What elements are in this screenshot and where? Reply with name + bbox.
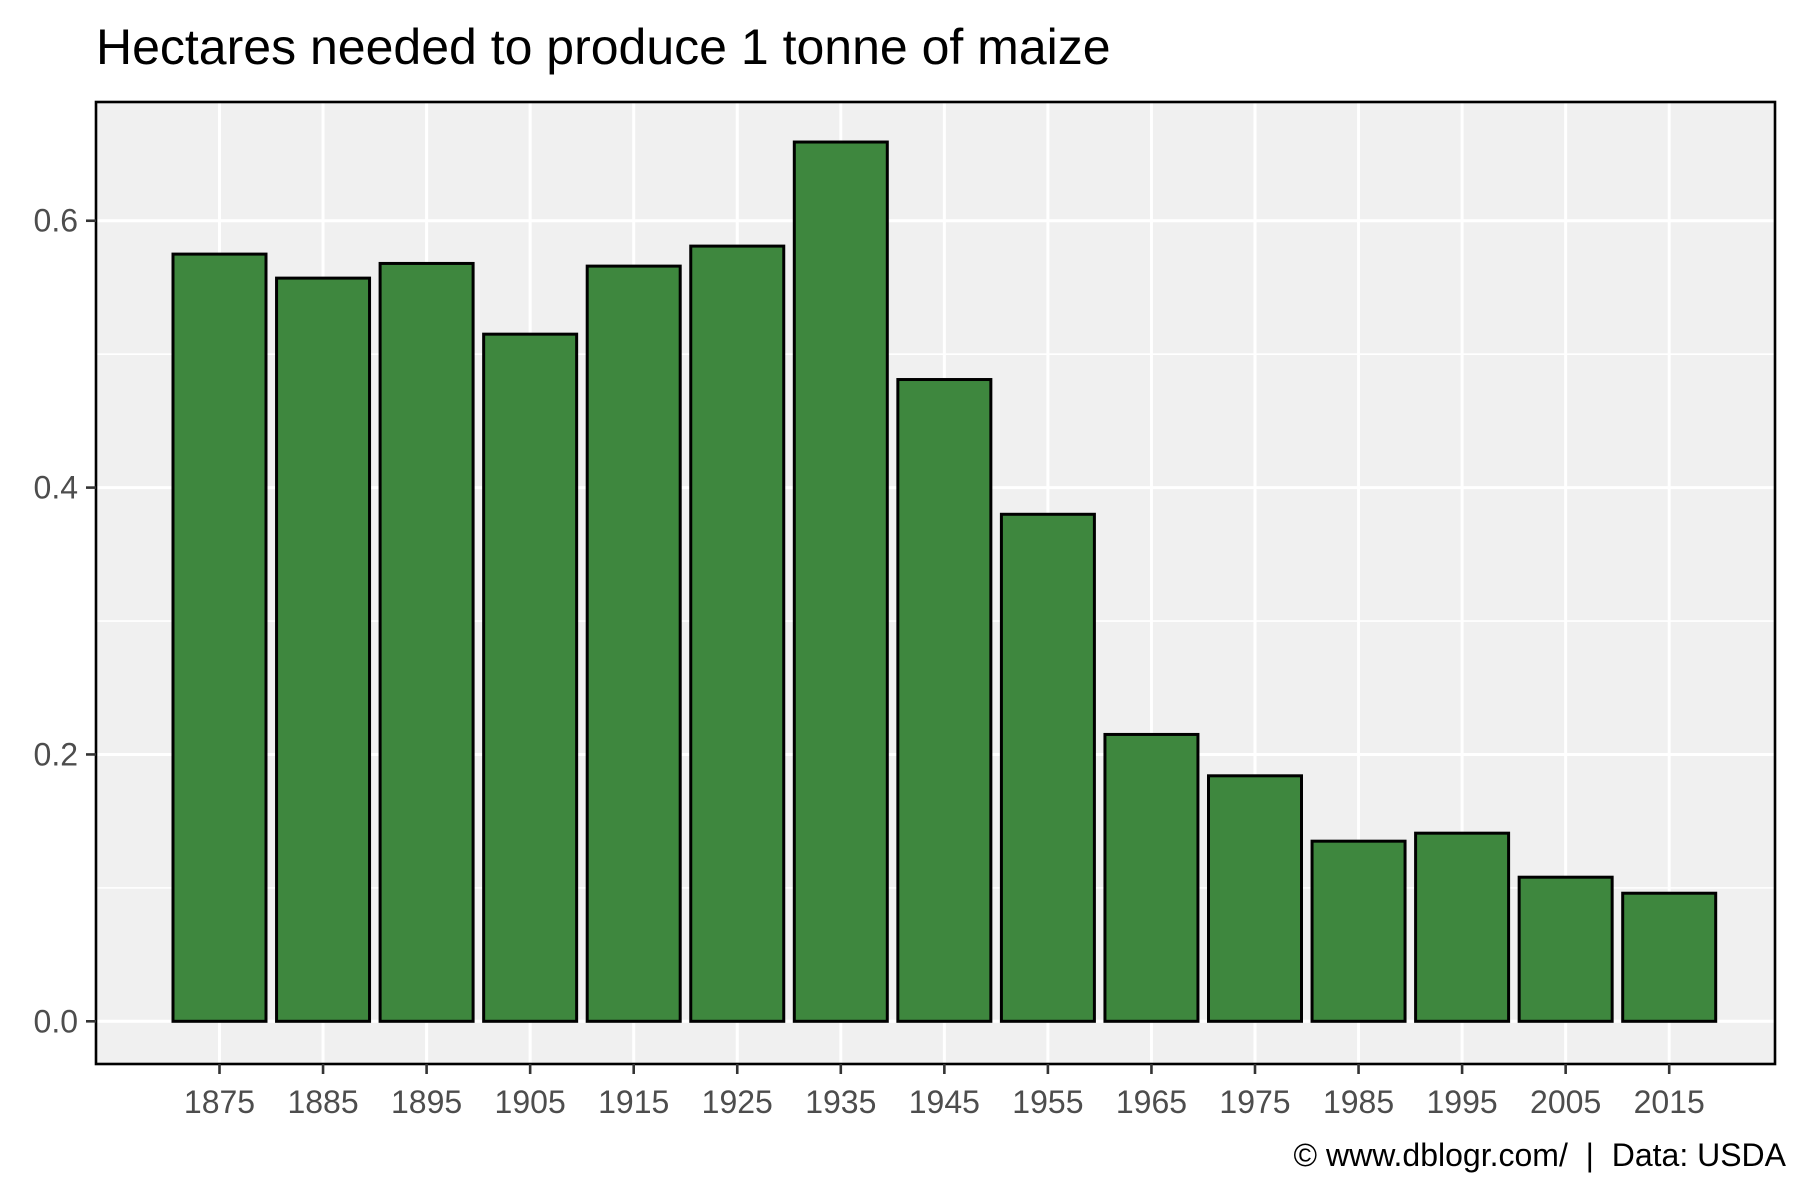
bar-1895 [378,261,475,1023]
x-tick-label: 1945 [909,1084,980,1120]
bar-1985 [1310,839,1407,1023]
chart-caption: © www.dblogr.com/ | Data: USDA [1293,1137,1787,1173]
x-tick-label: 1925 [702,1084,773,1120]
x-tick-label: 1985 [1323,1084,1394,1120]
bar-1925 [689,244,786,1023]
x-tick-label: 1995 [1427,1084,1498,1120]
bar-1955 [999,512,1096,1023]
x-tick-label: 1975 [1219,1084,1290,1120]
x-tick-label: 1935 [805,1084,876,1120]
bar-1945 [896,378,993,1023]
bar-2015 [1621,891,1718,1023]
x-tick-label: 1955 [1012,1084,1083,1120]
bar-1915 [585,264,682,1023]
x-tick-label: 1915 [598,1084,669,1120]
panel-border [94,100,1777,1066]
bar-1905 [482,332,579,1023]
x-tick-label: 1965 [1116,1084,1187,1120]
x-tick-label: 1875 [184,1084,255,1120]
y-tick-label: 0.2 [34,736,78,772]
panel-border-rect [94,100,1777,1066]
x-tick-label: 2005 [1530,1084,1601,1120]
chart-title: Hectares needed to produce 1 tonne of ma… [96,19,1111,75]
bar-2005 [1517,875,1614,1023]
bar-1885 [275,276,372,1023]
y-axis: 0.0 0.2 0.4 0.6 [34,203,96,1039]
bar-1975 [1207,774,1303,1023]
y-tick-label: 0.6 [34,203,78,239]
bars [171,140,1718,1023]
y-tick-label: 0.0 [34,1003,78,1039]
x-tick-label: 1885 [287,1084,358,1120]
bar-1935 [792,140,889,1023]
bar-1965 [1103,732,1200,1023]
x-tick-label: 2015 [1634,1084,1705,1120]
x-tick-label: 1905 [495,1084,566,1120]
x-axis: 1875 1885 1895 1905 1915 1925 1935 1945 1955 1965… [184,1064,1705,1120]
x-tick-label: 1895 [391,1084,462,1120]
bar-1995 [1414,831,1511,1023]
bar-1875 [171,252,268,1023]
y-tick-label: 0.4 [34,470,78,506]
